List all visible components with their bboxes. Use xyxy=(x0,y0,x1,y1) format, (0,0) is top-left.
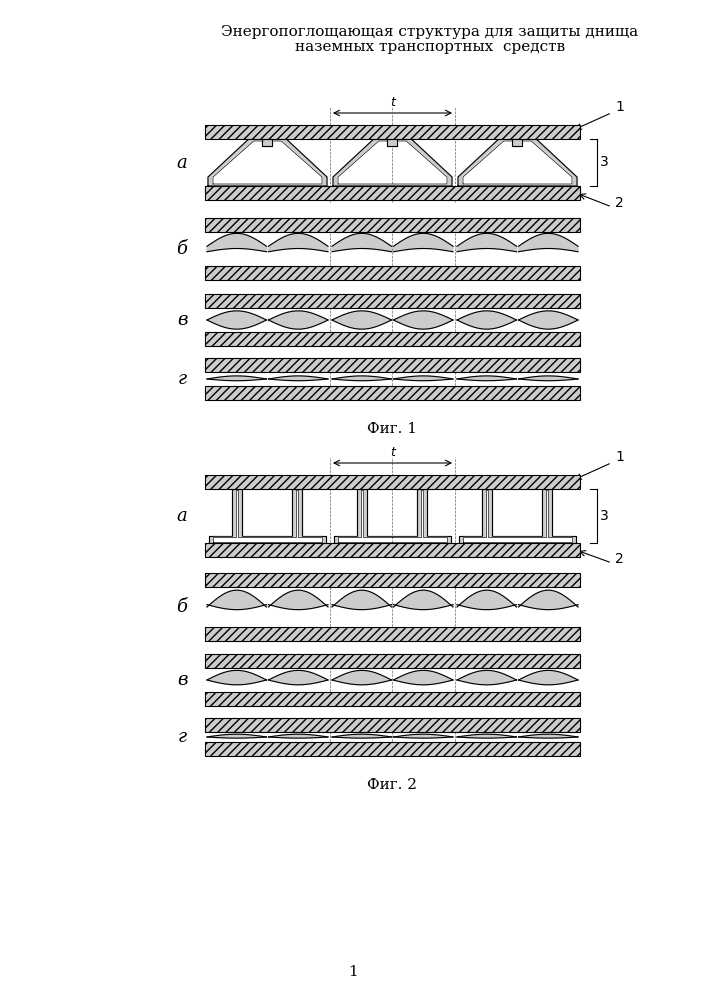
Polygon shape xyxy=(518,311,578,329)
Polygon shape xyxy=(332,311,392,329)
Polygon shape xyxy=(518,670,578,685)
Bar xyxy=(205,475,580,489)
Bar xyxy=(205,692,580,706)
Text: 2: 2 xyxy=(615,196,624,210)
Bar xyxy=(205,742,580,756)
Polygon shape xyxy=(213,141,322,184)
Polygon shape xyxy=(207,734,267,738)
Polygon shape xyxy=(394,376,453,381)
Text: в: в xyxy=(177,671,187,689)
Polygon shape xyxy=(262,139,272,146)
Polygon shape xyxy=(338,141,447,184)
Polygon shape xyxy=(457,376,517,381)
Text: наземных транспортных  средств: наземных транспортных средств xyxy=(295,40,565,54)
Text: б: б xyxy=(177,240,187,258)
Polygon shape xyxy=(458,139,577,186)
Polygon shape xyxy=(518,376,578,381)
Polygon shape xyxy=(269,233,328,252)
Polygon shape xyxy=(213,490,322,542)
Text: а: а xyxy=(177,153,187,172)
Text: 3: 3 xyxy=(600,155,609,169)
Polygon shape xyxy=(394,734,453,738)
Polygon shape xyxy=(463,490,572,542)
Polygon shape xyxy=(334,489,451,543)
Polygon shape xyxy=(387,139,397,146)
Bar xyxy=(205,218,580,232)
Text: Энергопоглощающая структура для защиты днища: Энергопоглощающая структура для защиты д… xyxy=(221,25,638,39)
Polygon shape xyxy=(332,590,392,610)
Text: а: а xyxy=(177,507,187,525)
Text: 1: 1 xyxy=(615,450,624,464)
Polygon shape xyxy=(518,233,578,252)
Polygon shape xyxy=(208,139,327,186)
Polygon shape xyxy=(269,311,328,329)
Bar xyxy=(205,654,580,668)
Text: г: г xyxy=(177,370,187,388)
Bar xyxy=(205,125,580,139)
Polygon shape xyxy=(207,376,267,381)
Bar xyxy=(205,543,580,557)
Text: 1: 1 xyxy=(348,965,358,979)
Polygon shape xyxy=(457,734,517,738)
Polygon shape xyxy=(332,376,392,381)
Polygon shape xyxy=(457,233,517,252)
Text: 1: 1 xyxy=(615,100,624,114)
Polygon shape xyxy=(207,233,267,252)
Polygon shape xyxy=(332,670,392,685)
Text: 2: 2 xyxy=(615,552,624,566)
Text: Фиг. 2: Фиг. 2 xyxy=(368,778,418,792)
Polygon shape xyxy=(332,233,392,252)
Polygon shape xyxy=(459,489,576,543)
Polygon shape xyxy=(457,590,517,610)
Polygon shape xyxy=(332,734,392,738)
Polygon shape xyxy=(463,141,572,184)
Polygon shape xyxy=(207,311,267,329)
Bar xyxy=(205,332,580,346)
Bar xyxy=(205,358,580,372)
Bar xyxy=(205,718,580,732)
Text: 3: 3 xyxy=(600,509,609,523)
Polygon shape xyxy=(518,590,578,610)
Polygon shape xyxy=(518,734,578,738)
Polygon shape xyxy=(513,139,522,146)
Bar xyxy=(205,266,580,280)
Polygon shape xyxy=(394,233,453,252)
Polygon shape xyxy=(394,311,453,329)
Text: t: t xyxy=(390,446,395,459)
Polygon shape xyxy=(269,734,328,738)
Bar xyxy=(205,386,580,400)
Polygon shape xyxy=(394,590,453,610)
Text: в: в xyxy=(177,311,187,329)
Polygon shape xyxy=(207,590,267,610)
Polygon shape xyxy=(269,590,328,610)
Polygon shape xyxy=(338,490,447,542)
Polygon shape xyxy=(269,670,328,685)
Polygon shape xyxy=(209,489,326,543)
Polygon shape xyxy=(207,670,267,685)
Text: г: г xyxy=(177,728,187,746)
Text: t: t xyxy=(390,96,395,109)
Bar xyxy=(205,186,580,200)
Polygon shape xyxy=(394,670,453,685)
Polygon shape xyxy=(333,139,452,186)
Bar xyxy=(205,573,580,587)
Polygon shape xyxy=(269,376,328,381)
Bar xyxy=(205,294,580,308)
Text: Фиг. 1: Фиг. 1 xyxy=(368,422,418,436)
Text: б: б xyxy=(177,598,187,616)
Polygon shape xyxy=(457,670,517,685)
Polygon shape xyxy=(457,311,517,329)
Bar xyxy=(205,627,580,641)
